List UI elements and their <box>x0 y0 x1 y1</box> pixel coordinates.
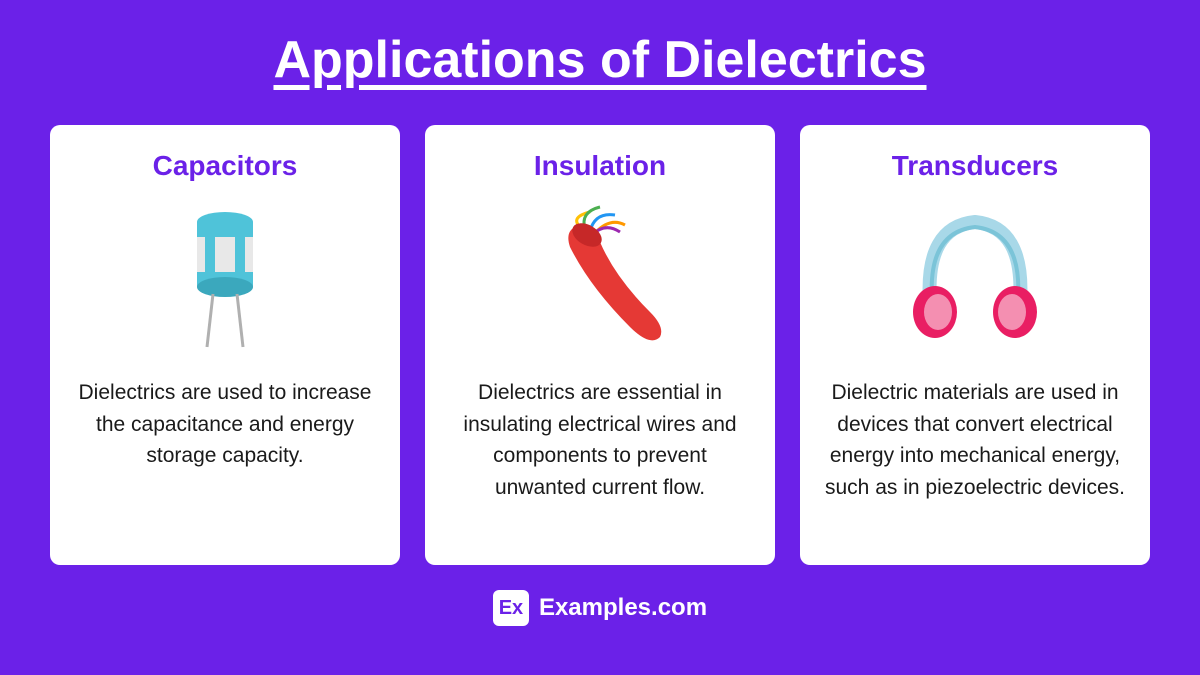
footer: Ex Examples.com <box>493 590 707 626</box>
card-capacitors: Capacitors Dielectrics are used to incre… <box>50 125 400 565</box>
headphones-icon <box>895 197 1055 357</box>
card-description: Dielectrics are used to increase the cap… <box>70 377 380 472</box>
card-title: Transducers <box>892 150 1059 182</box>
cards-row: Capacitors Dielectrics are used to incre… <box>50 125 1150 565</box>
card-description: Dielectric materials are used in devices… <box>820 377 1130 503</box>
capacitor-icon <box>145 197 305 357</box>
card-title: Capacitors <box>153 150 298 182</box>
wire-icon <box>520 197 680 357</box>
card-transducers: Transducers Dielectric materials are use… <box>800 125 1150 565</box>
page-title: Applications of Dielectrics <box>273 30 926 90</box>
footer-site: Examples.com <box>539 594 707 622</box>
footer-logo: Ex <box>493 590 529 626</box>
card-description: Dielectrics are essential in insulating … <box>445 377 755 503</box>
card-title: Insulation <box>534 150 666 182</box>
card-insulation: Insulation Dielectrics are essential in … <box>425 125 775 565</box>
